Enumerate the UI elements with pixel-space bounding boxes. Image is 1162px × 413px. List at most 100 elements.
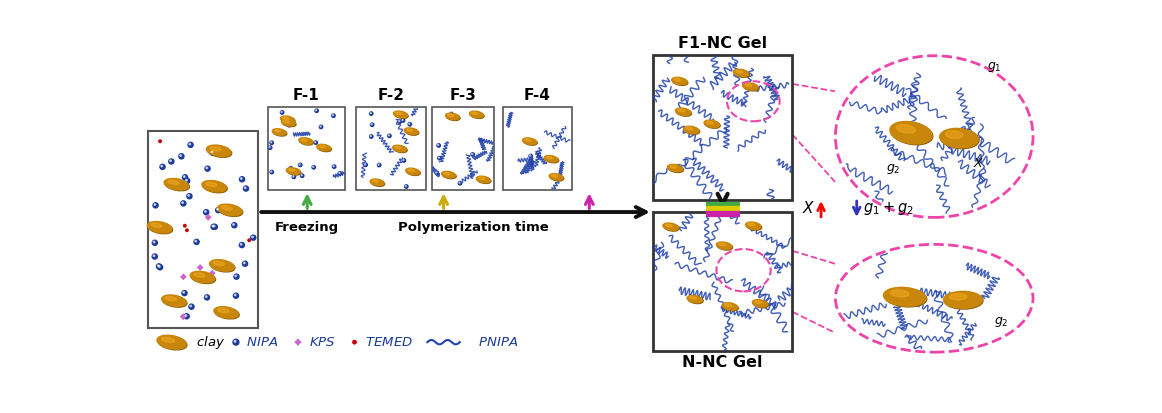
Circle shape — [370, 135, 373, 138]
Ellipse shape — [210, 147, 221, 151]
Ellipse shape — [945, 292, 983, 309]
Ellipse shape — [478, 177, 490, 183]
Circle shape — [205, 166, 210, 171]
Circle shape — [244, 187, 246, 189]
Ellipse shape — [673, 78, 688, 85]
Bar — [356, 107, 425, 190]
Circle shape — [313, 166, 315, 169]
Ellipse shape — [753, 300, 768, 308]
Circle shape — [162, 165, 163, 167]
Circle shape — [289, 166, 293, 170]
Circle shape — [437, 144, 440, 147]
Text: $g_1$: $g_1$ — [987, 60, 1002, 74]
Ellipse shape — [148, 222, 173, 234]
Ellipse shape — [944, 291, 982, 308]
Ellipse shape — [940, 128, 978, 148]
Circle shape — [402, 159, 406, 162]
Ellipse shape — [546, 157, 552, 159]
Ellipse shape — [677, 109, 684, 112]
Ellipse shape — [393, 145, 407, 152]
Ellipse shape — [551, 175, 558, 177]
Ellipse shape — [896, 124, 916, 133]
Ellipse shape — [723, 303, 738, 310]
Circle shape — [213, 224, 217, 229]
Text: $X$: $X$ — [802, 200, 816, 216]
Ellipse shape — [664, 223, 679, 230]
Ellipse shape — [317, 144, 331, 151]
Text: F-3: F-3 — [450, 88, 476, 103]
Ellipse shape — [164, 178, 188, 190]
Ellipse shape — [687, 295, 702, 303]
Circle shape — [252, 236, 253, 237]
Circle shape — [205, 295, 209, 300]
Ellipse shape — [218, 205, 243, 216]
Ellipse shape — [706, 121, 713, 124]
Ellipse shape — [717, 243, 732, 250]
Ellipse shape — [689, 297, 696, 299]
Ellipse shape — [408, 169, 414, 171]
Ellipse shape — [471, 112, 485, 119]
Ellipse shape — [406, 168, 419, 175]
Ellipse shape — [281, 119, 295, 126]
Ellipse shape — [725, 304, 732, 306]
Ellipse shape — [733, 69, 748, 76]
Circle shape — [371, 123, 374, 126]
Ellipse shape — [407, 169, 421, 176]
Circle shape — [299, 163, 302, 166]
Ellipse shape — [395, 146, 401, 149]
Circle shape — [378, 164, 381, 167]
Ellipse shape — [165, 179, 189, 191]
Ellipse shape — [835, 56, 1033, 217]
Circle shape — [211, 225, 214, 227]
Ellipse shape — [191, 272, 215, 284]
Circle shape — [529, 154, 532, 158]
Ellipse shape — [157, 335, 186, 349]
Circle shape — [408, 123, 411, 126]
Circle shape — [157, 264, 162, 269]
Ellipse shape — [890, 121, 932, 144]
Ellipse shape — [407, 129, 413, 131]
Polygon shape — [180, 314, 186, 319]
Ellipse shape — [446, 114, 460, 121]
Polygon shape — [295, 339, 301, 345]
Circle shape — [438, 157, 442, 160]
Ellipse shape — [669, 165, 676, 168]
Circle shape — [206, 167, 208, 169]
Ellipse shape — [273, 130, 287, 136]
Circle shape — [210, 150, 215, 155]
Polygon shape — [209, 271, 215, 276]
Circle shape — [153, 203, 158, 208]
Circle shape — [160, 164, 165, 169]
Text: F-2: F-2 — [378, 88, 404, 103]
Circle shape — [188, 195, 189, 196]
Text: $g_1 + g_2$: $g_1 + g_2$ — [863, 200, 913, 218]
Ellipse shape — [371, 179, 383, 185]
Ellipse shape — [523, 138, 537, 145]
Ellipse shape — [404, 128, 418, 135]
Circle shape — [458, 182, 461, 185]
Ellipse shape — [676, 109, 691, 116]
Ellipse shape — [447, 114, 454, 116]
Circle shape — [401, 119, 404, 122]
Text: $NIPA$: $NIPA$ — [242, 336, 279, 349]
Ellipse shape — [286, 168, 300, 174]
Circle shape — [216, 208, 221, 213]
Circle shape — [189, 143, 191, 145]
Circle shape — [179, 154, 184, 159]
Circle shape — [331, 114, 335, 117]
Circle shape — [241, 244, 242, 245]
Ellipse shape — [165, 297, 177, 301]
Ellipse shape — [717, 242, 732, 249]
Ellipse shape — [162, 295, 186, 306]
Ellipse shape — [683, 126, 698, 133]
Ellipse shape — [445, 113, 459, 120]
Ellipse shape — [469, 111, 483, 118]
Ellipse shape — [215, 307, 239, 319]
Circle shape — [450, 112, 453, 116]
Ellipse shape — [372, 180, 379, 183]
Text: $g_2$: $g_2$ — [995, 316, 1009, 330]
Ellipse shape — [210, 261, 235, 272]
Circle shape — [185, 315, 187, 316]
Circle shape — [182, 292, 185, 293]
Ellipse shape — [667, 164, 683, 172]
